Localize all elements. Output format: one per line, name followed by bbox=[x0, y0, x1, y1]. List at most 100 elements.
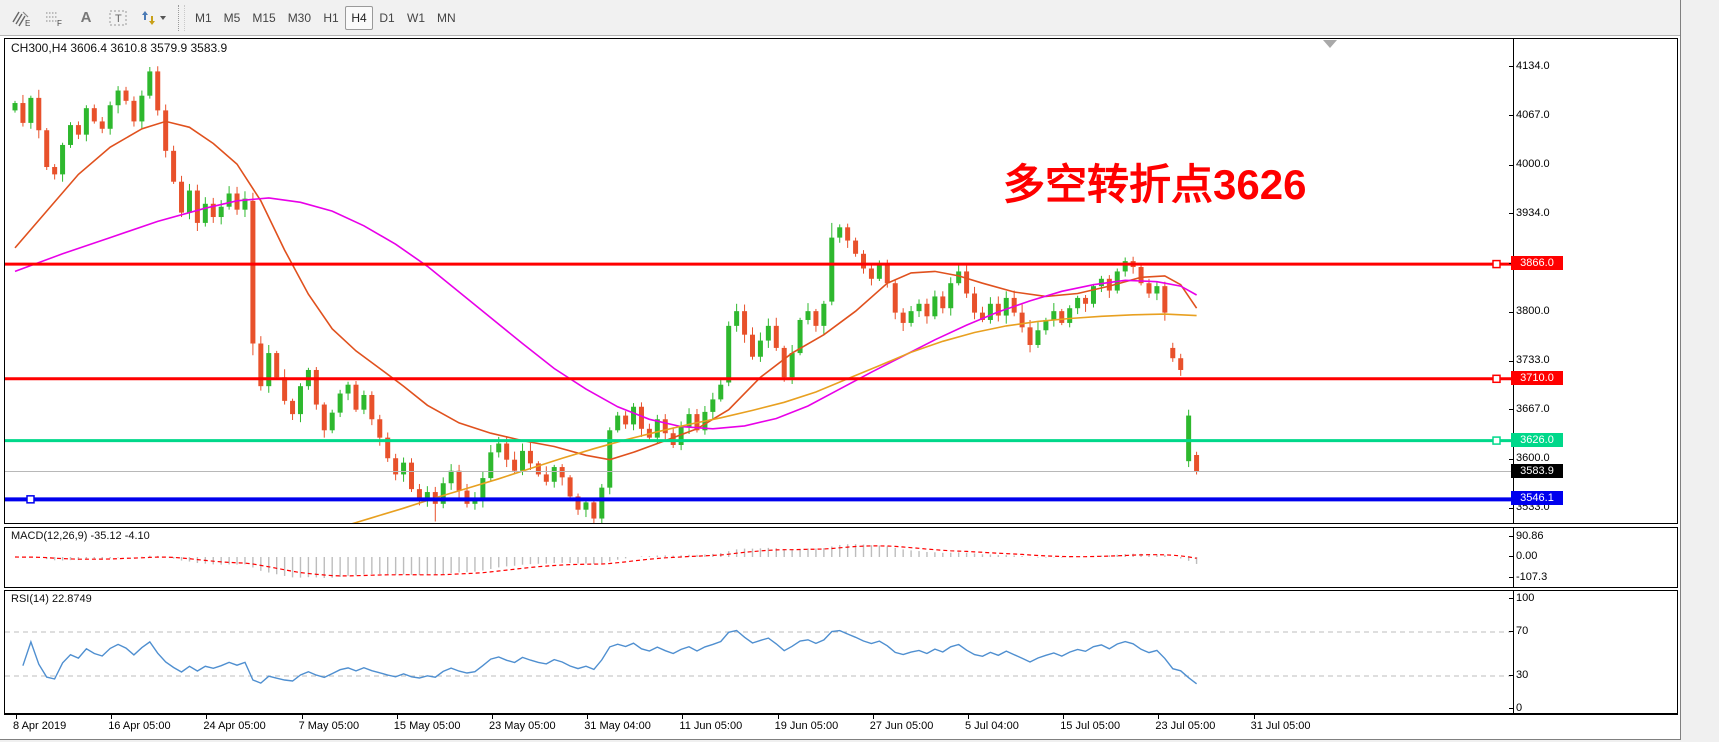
grid-snap-icon[interactable]: F bbox=[38, 4, 70, 32]
candle-body bbox=[765, 325, 771, 341]
svg-text:F: F bbox=[57, 19, 62, 28]
hline-handle[interactable] bbox=[1492, 436, 1501, 445]
candle-body bbox=[964, 271, 970, 294]
time-tick-label: 15 Jul 05:00 bbox=[1060, 720, 1121, 732]
candle-body bbox=[440, 483, 446, 504]
time-tick-label: 23 Jul 05:00 bbox=[1155, 720, 1216, 732]
candle-body bbox=[908, 311, 914, 323]
timeframe-button-h1[interactable]: H1 bbox=[323, 10, 339, 25]
candle-body bbox=[686, 414, 692, 427]
price-chart-panel[interactable]: CH300,H4 3606.4 3610.8 3579.9 3583.9 多空转… bbox=[4, 38, 1678, 524]
hline-handle[interactable] bbox=[26, 495, 35, 504]
timeframe-button-d1[interactable]: D1 bbox=[379, 10, 395, 25]
candle-body bbox=[385, 437, 391, 459]
time-tick-label: 16 Apr 05:00 bbox=[108, 720, 171, 732]
ma-slow-line bbox=[351, 313, 1197, 523]
candle-body bbox=[107, 105, 113, 129]
candle-body bbox=[1043, 319, 1049, 331]
candle-body bbox=[91, 108, 97, 122]
candle-body bbox=[551, 467, 557, 482]
candle-body bbox=[258, 343, 264, 387]
candle-body bbox=[20, 103, 26, 123]
ma-fast-line bbox=[14, 120, 1198, 461]
candle-body bbox=[1083, 297, 1089, 304]
timeframe-button-h4[interactable]: H4 bbox=[345, 5, 374, 30]
candle-body bbox=[290, 400, 296, 415]
candle-body bbox=[131, 100, 137, 122]
svg-text:T: T bbox=[115, 13, 122, 25]
candle-body bbox=[575, 496, 581, 510]
candle-body bbox=[179, 181, 185, 213]
candle-body bbox=[861, 253, 867, 269]
candle-body bbox=[464, 490, 470, 504]
candle-body bbox=[472, 499, 478, 504]
time-tick-label: 23 May 05:00 bbox=[489, 720, 556, 732]
macd-axis-divider bbox=[1513, 528, 1514, 587]
candle-body bbox=[527, 450, 533, 464]
timeframe-button-mn[interactable]: MN bbox=[437, 10, 456, 25]
candle-body bbox=[266, 353, 272, 387]
candle-body bbox=[837, 227, 843, 238]
candle-body bbox=[995, 303, 1001, 316]
candle-body bbox=[1122, 261, 1128, 272]
timeframe-button-m5[interactable]: M5 bbox=[223, 10, 241, 25]
candle-body bbox=[924, 303, 930, 317]
candle-body bbox=[979, 312, 985, 320]
candle-body bbox=[892, 283, 898, 313]
time-tick-label: 11 Jun 05:00 bbox=[679, 720, 743, 732]
time-tick-mark bbox=[492, 715, 493, 719]
timeframe-button-m1[interactable]: M1 bbox=[195, 10, 212, 25]
time-tick-label: 19 Jun 05:00 bbox=[774, 720, 839, 732]
candle-body bbox=[876, 264, 882, 279]
candle-body bbox=[972, 293, 978, 313]
candle-body bbox=[631, 406, 637, 425]
chart-annotation-text[interactable]: 多空转折点3626 bbox=[1003, 161, 1307, 208]
text-box-icon[interactable]: T bbox=[102, 4, 134, 32]
symbol-ohlc-header: CH300,H4 3606.4 3610.8 3579.9 3583.9 bbox=[11, 41, 228, 55]
candle-body bbox=[1059, 311, 1065, 323]
candle-body bbox=[75, 125, 81, 135]
macd-panel[interactable]: MACD(12,26,9) -35.12 -4.10 bbox=[4, 527, 1678, 588]
candle-body bbox=[543, 474, 549, 482]
candle-body bbox=[1162, 286, 1168, 313]
candle-body bbox=[504, 443, 510, 460]
timeframe-button-w1[interactable]: W1 bbox=[407, 10, 426, 25]
rsi-plot[interactable] bbox=[5, 591, 1511, 713]
candle-body bbox=[186, 190, 192, 213]
rsi-panel[interactable]: RSI(14) 22.8749 bbox=[4, 590, 1678, 714]
candle-body bbox=[337, 393, 343, 413]
hline-handle[interactable] bbox=[1492, 374, 1501, 384]
time-tick-label: 7 May 05:00 bbox=[298, 720, 360, 732]
candle-body bbox=[210, 203, 216, 218]
candle-body bbox=[448, 470, 454, 484]
text-label-icon[interactable]: A bbox=[80, 9, 92, 26]
timeframe-button-m15[interactable]: M15 bbox=[252, 10, 276, 25]
candle-body bbox=[884, 264, 890, 284]
candle-body bbox=[1027, 327, 1033, 345]
arrange-objects-icon[interactable] bbox=[134, 4, 174, 32]
candle-body bbox=[583, 502, 589, 510]
candle-body bbox=[940, 296, 946, 309]
candle-body bbox=[409, 462, 414, 490]
time-axis[interactable]: 8 Apr 2019 16 Apr 05:00 24 Apr 05:00 7 May … bbox=[4, 714, 1678, 739]
candle-body bbox=[1003, 297, 1009, 316]
rsi-axis-divider bbox=[1513, 591, 1514, 713]
expert-advisors-icon[interactable]: E bbox=[6, 4, 38, 32]
ma-medium-line bbox=[14, 197, 1197, 430]
chart-shift-marker-icon[interactable] bbox=[1323, 40, 1337, 48]
candlestick-plot[interactable] bbox=[5, 39, 1511, 523]
macd-plot[interactable] bbox=[5, 528, 1511, 587]
time-tick-mark bbox=[777, 715, 779, 719]
macd-signal-line bbox=[14, 545, 1197, 577]
candle-body bbox=[155, 71, 161, 111]
timeframe-button-m30[interactable]: M30 bbox=[287, 10, 312, 25]
time-tick-label: 8 Apr 2019 bbox=[13, 720, 67, 732]
candle-body bbox=[1186, 415, 1192, 462]
candle-body bbox=[1067, 308, 1073, 323]
candle-body bbox=[163, 110, 169, 151]
candle-body bbox=[948, 283, 954, 309]
candle-body bbox=[1170, 347, 1176, 359]
candle-body bbox=[567, 477, 573, 497]
hline-handle[interactable] bbox=[1492, 259, 1501, 269]
candle-body bbox=[60, 144, 66, 175]
